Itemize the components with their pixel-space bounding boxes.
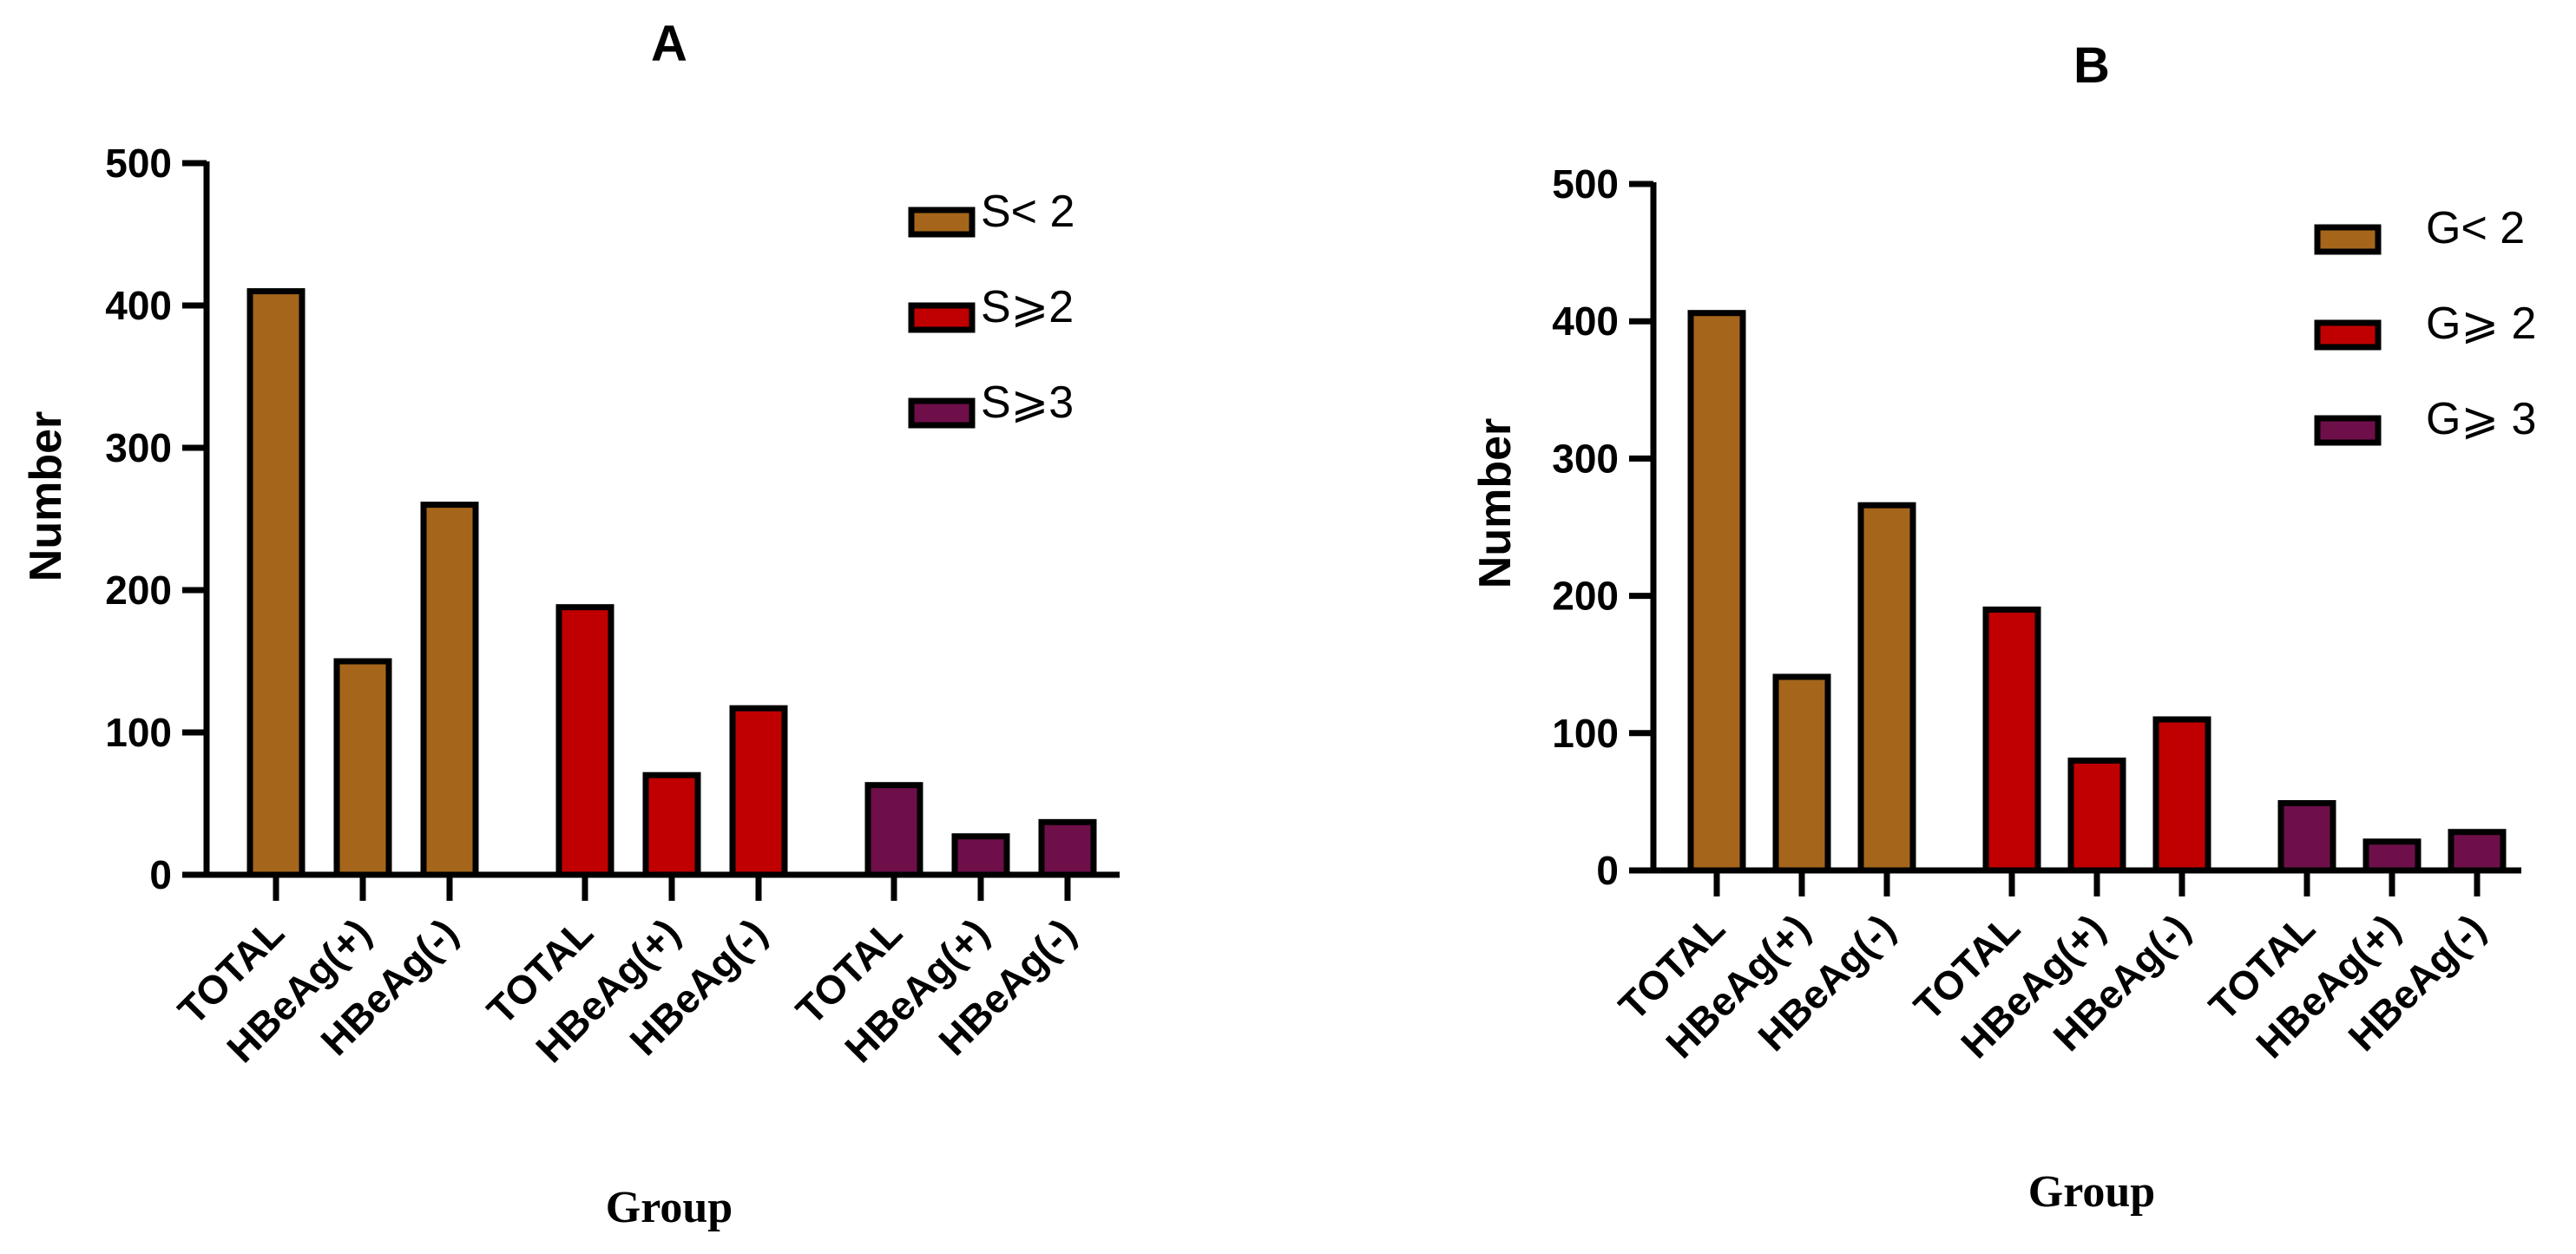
bar-s3-hbeag xyxy=(951,833,1010,878)
legend-swatch xyxy=(908,302,976,333)
bar-g2-total xyxy=(1687,310,1746,874)
legend-swatch xyxy=(908,207,976,238)
bar-g3-total xyxy=(2277,799,2336,874)
bar-g2-hbeag xyxy=(1857,502,1916,874)
bar-s2-total xyxy=(555,604,614,878)
legend-swatch xyxy=(2314,224,2382,255)
y-axis-label: Number xyxy=(1470,418,1521,588)
legend-swatch xyxy=(2314,319,2382,351)
bar-s2-hbeag xyxy=(729,705,788,878)
y-tick-label: 300 xyxy=(105,425,172,470)
bar-g3-hbeag xyxy=(2362,838,2422,874)
bar-g3-hbeag xyxy=(2448,829,2507,874)
bar-s3-total xyxy=(864,782,923,878)
x-axis-label: Group xyxy=(606,1183,733,1232)
y-axis-label: Number xyxy=(21,411,71,581)
legend-swatch xyxy=(2314,415,2382,446)
bar-s2-hbeag xyxy=(642,771,701,878)
y-tick-label: 200 xyxy=(105,568,172,613)
y-tick-label: 200 xyxy=(1552,574,1619,619)
panel-title: A xyxy=(651,16,687,72)
legend-label: S⩾2 xyxy=(981,282,1074,332)
y-tick-label: 300 xyxy=(1552,436,1619,481)
legend: S< 2 S⩾2 S⩾3 xyxy=(908,187,1074,429)
bar-s2-hbeag xyxy=(420,502,479,878)
panel-b: B Number Group G< 2 G⩾ 2 G⩾ 3 0 100 200 300… xyxy=(1470,37,2536,1217)
bar-g2-hbeag xyxy=(1772,673,1831,874)
legend-label: G⩾ 3 xyxy=(2426,394,2536,444)
y-tick-label: 500 xyxy=(1552,161,1619,207)
y-tick-label: 0 xyxy=(1596,848,1619,893)
panel-title: B xyxy=(2073,37,2110,94)
bar-g2-total xyxy=(1982,606,2041,874)
bar-s2-total xyxy=(246,288,306,878)
x-axis-label: Group xyxy=(2028,1167,2155,1217)
legend-label: G⩾ 2 xyxy=(2426,299,2536,349)
legend: G< 2 G⩾ 2 G⩾ 3 xyxy=(2314,203,2536,446)
y-tick-label: 0 xyxy=(149,852,172,897)
y-tick-label: 400 xyxy=(1552,299,1619,344)
bar-s2-hbeag xyxy=(333,658,392,878)
legend-label: S⩾3 xyxy=(981,378,1074,428)
y-tick-label: 400 xyxy=(105,283,172,328)
y-tick-label: 100 xyxy=(1552,711,1619,756)
bar-s3-hbeag xyxy=(1038,818,1097,878)
legend-swatch xyxy=(908,397,976,429)
panel-a: A Number Group S< 2 S⩾2 S⩾3 0 100 200 300 40… xyxy=(21,16,1120,1232)
bar-g2-hbeag xyxy=(2067,757,2126,874)
y-tick-label: 100 xyxy=(105,710,172,755)
legend-label: S< 2 xyxy=(981,187,1074,237)
legend-label: G< 2 xyxy=(2426,203,2525,253)
y-tick-label: 500 xyxy=(105,141,172,186)
bar-g2-hbeag xyxy=(2152,716,2211,874)
